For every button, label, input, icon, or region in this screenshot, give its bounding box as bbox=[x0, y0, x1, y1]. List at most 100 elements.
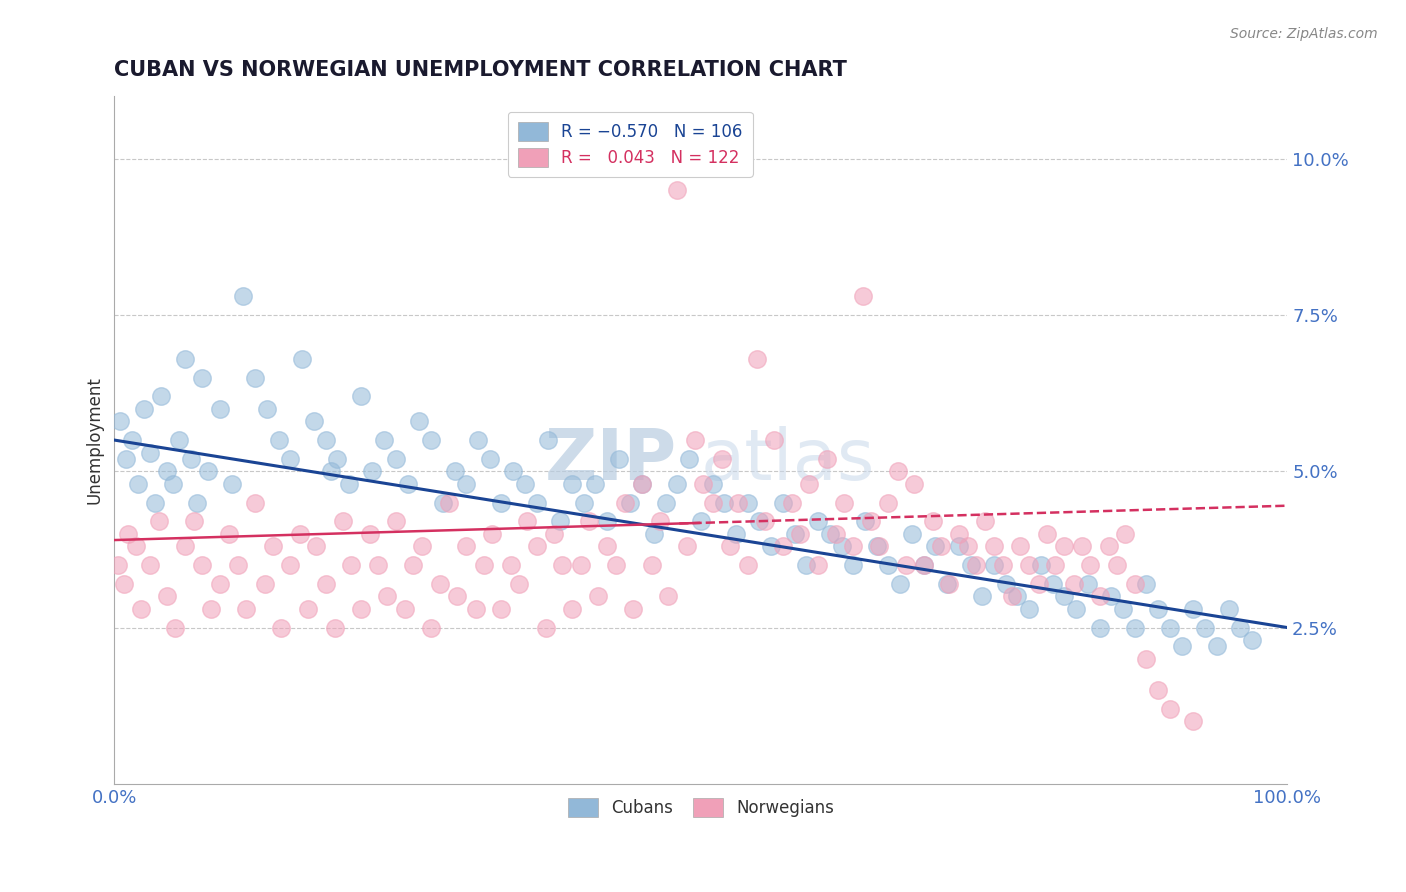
Point bbox=[894, 558, 917, 572]
Point bbox=[291, 351, 314, 366]
Point bbox=[132, 401, 155, 416]
Point bbox=[718, 539, 741, 553]
Point bbox=[657, 589, 679, 603]
Point bbox=[183, 514, 205, 528]
Point bbox=[326, 451, 349, 466]
Text: ZIP: ZIP bbox=[546, 426, 678, 495]
Point bbox=[131, 601, 153, 615]
Point bbox=[868, 539, 890, 553]
Point bbox=[127, 476, 149, 491]
Point bbox=[605, 558, 627, 572]
Point bbox=[993, 558, 1015, 572]
Point bbox=[243, 370, 266, 384]
Point bbox=[912, 558, 935, 572]
Point bbox=[1159, 702, 1181, 716]
Text: Source: ZipAtlas.com: Source: ZipAtlas.com bbox=[1230, 27, 1378, 41]
Point bbox=[302, 414, 325, 428]
Point bbox=[807, 514, 830, 528]
Point bbox=[315, 576, 337, 591]
Point bbox=[807, 558, 830, 572]
Point bbox=[191, 558, 214, 572]
Point bbox=[411, 539, 433, 553]
Point bbox=[569, 558, 592, 572]
Point bbox=[938, 576, 960, 591]
Point bbox=[138, 445, 160, 459]
Point bbox=[305, 539, 328, 553]
Point bbox=[408, 414, 430, 428]
Point bbox=[972, 589, 994, 603]
Point bbox=[789, 526, 811, 541]
Point bbox=[1147, 683, 1170, 698]
Point bbox=[467, 433, 489, 447]
Point bbox=[340, 558, 363, 572]
Point bbox=[117, 526, 139, 541]
Point bbox=[818, 526, 841, 541]
Point bbox=[1018, 558, 1040, 572]
Point bbox=[640, 558, 662, 572]
Point bbox=[543, 526, 565, 541]
Point bbox=[1007, 589, 1029, 603]
Point bbox=[959, 558, 981, 572]
Point bbox=[432, 495, 454, 509]
Point bbox=[1107, 558, 1129, 572]
Point bbox=[1028, 576, 1050, 591]
Point bbox=[162, 476, 184, 491]
Point bbox=[1077, 576, 1099, 591]
Point bbox=[654, 495, 676, 509]
Point bbox=[762, 433, 785, 447]
Point bbox=[121, 433, 143, 447]
Point bbox=[922, 514, 945, 528]
Point bbox=[112, 576, 135, 591]
Point bbox=[692, 476, 714, 491]
Point bbox=[912, 558, 935, 572]
Y-axis label: Unemployment: Unemployment bbox=[86, 376, 103, 504]
Point bbox=[332, 514, 354, 528]
Point bbox=[689, 514, 711, 528]
Point bbox=[724, 526, 747, 541]
Point bbox=[508, 576, 530, 591]
Point bbox=[375, 589, 398, 603]
Point bbox=[124, 539, 146, 553]
Point bbox=[350, 601, 373, 615]
Point bbox=[1182, 714, 1205, 729]
Point bbox=[1229, 621, 1251, 635]
Point bbox=[824, 526, 846, 541]
Point bbox=[783, 526, 806, 541]
Point bbox=[613, 495, 636, 509]
Point bbox=[150, 389, 173, 403]
Point bbox=[337, 476, 360, 491]
Point bbox=[702, 476, 724, 491]
Point bbox=[737, 558, 759, 572]
Point bbox=[1071, 539, 1094, 553]
Point bbox=[1147, 601, 1170, 615]
Point bbox=[537, 433, 560, 447]
Point bbox=[481, 526, 503, 541]
Point bbox=[1098, 539, 1121, 553]
Point bbox=[321, 464, 343, 478]
Point bbox=[1042, 576, 1064, 591]
Point bbox=[173, 539, 195, 553]
Point bbox=[491, 601, 513, 615]
Point bbox=[1135, 576, 1157, 591]
Point bbox=[429, 576, 451, 591]
Point bbox=[619, 495, 641, 509]
Point bbox=[361, 464, 384, 478]
Point bbox=[499, 558, 522, 572]
Point bbox=[983, 539, 1005, 553]
Point bbox=[1078, 558, 1101, 572]
Point bbox=[866, 539, 889, 553]
Point bbox=[877, 558, 900, 572]
Point bbox=[727, 495, 749, 509]
Point bbox=[516, 514, 538, 528]
Point bbox=[948, 539, 970, 553]
Point bbox=[385, 451, 408, 466]
Point bbox=[842, 539, 865, 553]
Point bbox=[1064, 601, 1087, 615]
Point bbox=[262, 539, 284, 553]
Point bbox=[548, 514, 571, 528]
Point bbox=[165, 621, 187, 635]
Point bbox=[983, 558, 1005, 572]
Point bbox=[877, 495, 900, 509]
Point bbox=[1205, 640, 1227, 654]
Point bbox=[1029, 558, 1052, 572]
